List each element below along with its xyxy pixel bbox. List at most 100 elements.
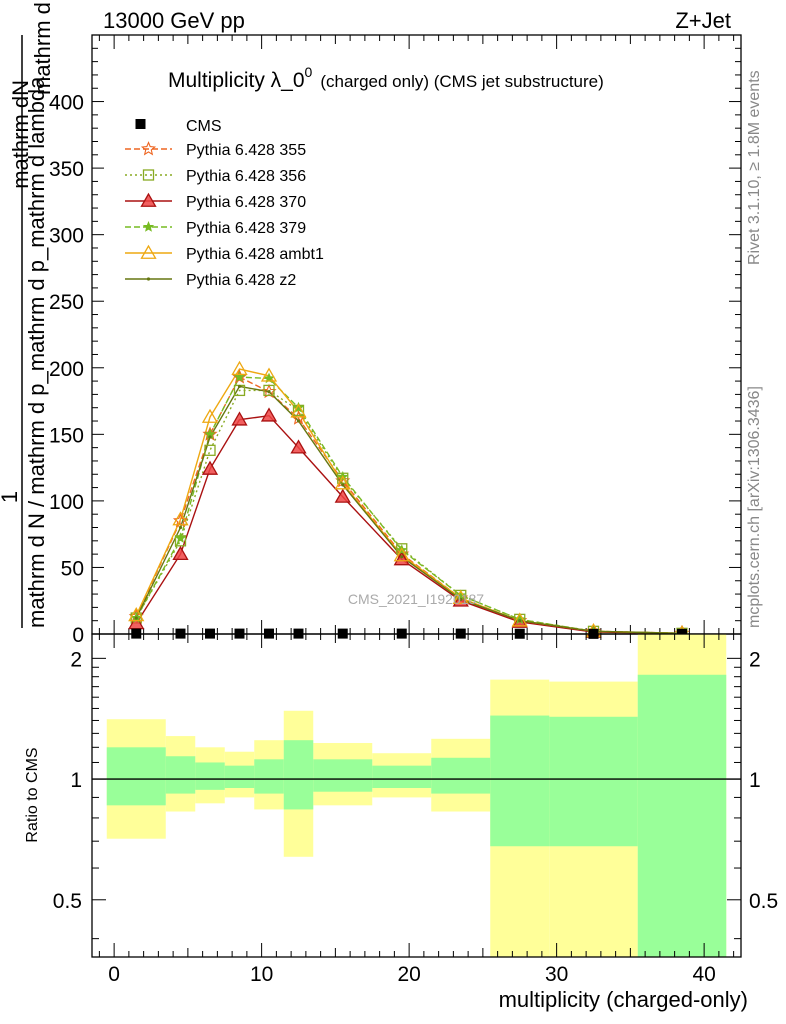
series-5-point [459, 597, 463, 601]
marker-triangle [172, 511, 189, 526]
ratio-inner-band-6 [313, 759, 373, 792]
main-ytick-label: 150 [49, 424, 84, 447]
ratio-xtick-label: 10 [250, 963, 273, 986]
marker-triangle [231, 360, 248, 376]
legend: CMS Pythia 6.428 355 Pythia 6.428 356 Pythi… [125, 118, 324, 289]
series-4-point [452, 589, 469, 604]
marker-dot [341, 483, 345, 487]
series-3-point [455, 589, 467, 601]
main-ytick-label: 50 [61, 557, 84, 580]
marker-triangle [231, 411, 248, 426]
series-5-point [178, 525, 183, 530]
legend-marker-0 [140, 141, 157, 156]
ratio-inner-band-11 [637, 674, 727, 957]
main-ytick-label: 250 [49, 291, 84, 314]
chart-title-sup: 0 [305, 64, 313, 80]
series-4-point [334, 475, 351, 490]
main-ylabel: 1 mathrm dN mathrm d p_mathrm d p_mathrm… [0, 0, 55, 628]
ratio-ytick-label-right: 0.5 [749, 890, 778, 913]
series-4-point [231, 360, 248, 376]
ratio-inner-band-0 [106, 747, 166, 806]
main-ytick-label: 200 [49, 358, 84, 381]
series-2-point [201, 460, 219, 475]
main-ytick-label: 400 [49, 92, 84, 115]
series-2-point [334, 488, 351, 503]
marker-triangle [393, 547, 410, 562]
marker-dot [400, 555, 404, 559]
marker-square [142, 169, 155, 181]
marker-dot [267, 390, 271, 394]
chart-title-sub: (charged only) (CMS jet substructure) [320, 72, 603, 91]
marker-triangle [260, 367, 278, 382]
marker-triangle [334, 488, 351, 503]
marker-triangle [393, 551, 410, 566]
main-ytick-label: 100 [49, 491, 84, 514]
ratio-panel: 0 10 20 30 40 0.5 0.5 1 1 2 2 [53, 633, 778, 986]
series-line-2 [135, 414, 683, 634]
series-5-point [134, 616, 138, 620]
main-panel: 0 50 100 150 200 250 300 350 400 [49, 34, 742, 647]
series-4-point [128, 607, 145, 622]
legend-label-4: Pythia 6.428 ambt1 [186, 246, 324, 263]
ylabel-dp: mathrm d p_mathrm d p_mathrm d lambda [30, 0, 55, 95]
marker-star [140, 141, 157, 156]
legend-cms-label: CMS [186, 118, 222, 135]
series-2-point [172, 545, 189, 561]
series-2-point [393, 551, 410, 566]
energy-label: 13000 GeV pp [103, 8, 245, 33]
ratio-inner-band-2 [195, 762, 225, 790]
ratio-inner-band-9 [490, 715, 550, 847]
ratio-ytick-label-right: 1 [749, 769, 761, 792]
ratio-ytick-label: 1 [70, 769, 82, 792]
ylabel-one: 1 [0, 491, 22, 503]
marker-dot [459, 597, 463, 601]
main-ytick-label: 300 [49, 225, 84, 248]
ratio-xtick-label: 20 [397, 963, 420, 986]
series-5-point [237, 384, 242, 389]
ratio-inner-band-5 [283, 740, 314, 810]
marker-dot [178, 525, 183, 530]
marker-triangle [140, 192, 157, 207]
legend-marker-5 [146, 277, 151, 281]
marker-dot [134, 616, 138, 620]
ratio-xtick-label: 30 [545, 963, 568, 986]
ratio-inner-band-1 [165, 756, 196, 794]
main-ytick-label: 0 [72, 624, 84, 647]
marker-triangle [260, 407, 278, 422]
ratio-inner-band-7 [372, 765, 432, 788]
marker-star [455, 589, 467, 601]
series-5-point [208, 435, 212, 439]
ratio-inner-band-8 [431, 757, 491, 794]
marker-triangle [334, 475, 351, 490]
marker-square [263, 384, 275, 397]
ratio-inner-band-10 [549, 716, 638, 847]
analysis-watermark: CMS_2021_I1920187 [348, 591, 484, 607]
marker-triangle [128, 607, 145, 622]
marker-dot [296, 419, 301, 423]
marker-triangle [201, 460, 219, 475]
marker-triangle [201, 408, 219, 423]
legend-cms-marker [135, 119, 146, 129]
mcplots-label: mcplots.cern.ch [arXiv:1306.3436] [746, 386, 763, 628]
ratio-ytick-label: 0.5 [53, 890, 82, 913]
marker-dot [237, 384, 242, 389]
series-5-point [296, 419, 301, 423]
marker-triangle [452, 589, 469, 604]
legend-label-2: Pythia 6.428 370 [186, 194, 306, 211]
ratio-xtick-label: 40 [692, 963, 715, 986]
ratio-ylabel: Ratio to CMS [24, 747, 41, 842]
legend-label-3: Pythia 6.428 379 [186, 220, 306, 237]
series-2-point [290, 439, 307, 454]
series-5-point [267, 390, 271, 394]
legend-marker-2 [140, 192, 157, 207]
series-5-point [400, 555, 404, 559]
marker-star [233, 371, 246, 382]
marker-triangle [140, 244, 157, 259]
legend-marker-4 [140, 244, 157, 259]
marker-dot [146, 277, 151, 281]
series-5-point [518, 619, 522, 623]
ratio-inner-band-4 [254, 759, 284, 794]
marker-triangle [172, 545, 189, 561]
ylabel-numerator: mathrm dN [8, 80, 33, 189]
legend-label-0: Pythia 6.428 355 [186, 142, 306, 159]
